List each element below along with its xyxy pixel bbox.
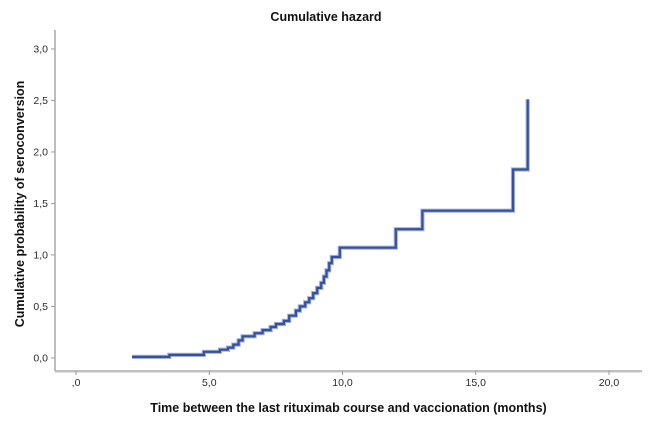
y-tick-label: 1,0 <box>33 249 48 261</box>
y-tick-label: 2,0 <box>33 146 48 158</box>
y-tick-label: 0,5 <box>33 301 48 313</box>
x-tick-label: 15,0 <box>466 377 487 389</box>
x-tick-label: ,0 <box>72 377 81 389</box>
y-tick-label: 2,5 <box>33 95 48 107</box>
x-tick-label: 5,0 <box>202 377 217 389</box>
y-tick-label: 1,5 <box>33 198 48 210</box>
x-axis-title: Time between the last rituximab course a… <box>150 401 547 415</box>
y-tick-label: 3,0 <box>33 43 48 55</box>
hazard-curve <box>132 99 529 358</box>
x-tick-label: 20,0 <box>599 377 620 389</box>
x-tick-label: 10,0 <box>332 377 353 389</box>
chart-title: Cumulative hazard <box>270 10 382 24</box>
hazard-curve-halo <box>132 99 530 359</box>
y-tick-label: 0,0 <box>33 352 48 364</box>
